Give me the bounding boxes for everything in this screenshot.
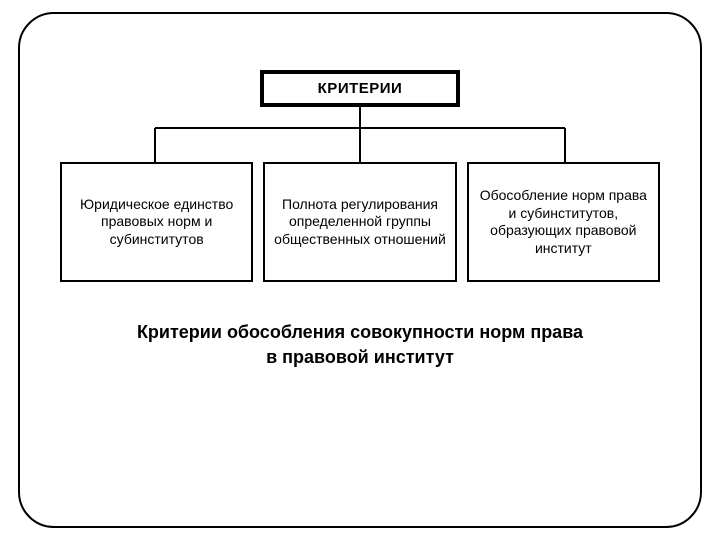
child-node-1: Юридическое единство правовых норм и суб…	[60, 162, 253, 282]
root-node: КРИТЕРИИ	[260, 70, 460, 107]
child-node-2: Полнота регулирования определенной групп…	[263, 162, 456, 282]
child-label: Полнота регулирования определенной групп…	[271, 196, 448, 249]
tree-connectors	[60, 106, 660, 164]
diagram-caption: Критерии обособления совокупности норм п…	[0, 320, 720, 370]
root-label: КРИТЕРИИ	[318, 80, 403, 97]
child-label: Обособление норм права и субинститутов, …	[475, 187, 652, 257]
child-label: Юридическое единство правовых норм и суб…	[68, 196, 245, 249]
child-node-3: Обособление норм права и субинститутов, …	[467, 162, 660, 282]
caption-line-1: Критерии обособления совокупности норм п…	[137, 322, 583, 342]
child-nodes-row: Юридическое единство правовых норм и суб…	[60, 162, 660, 282]
caption-line-2: в правовой институт	[266, 347, 454, 367]
